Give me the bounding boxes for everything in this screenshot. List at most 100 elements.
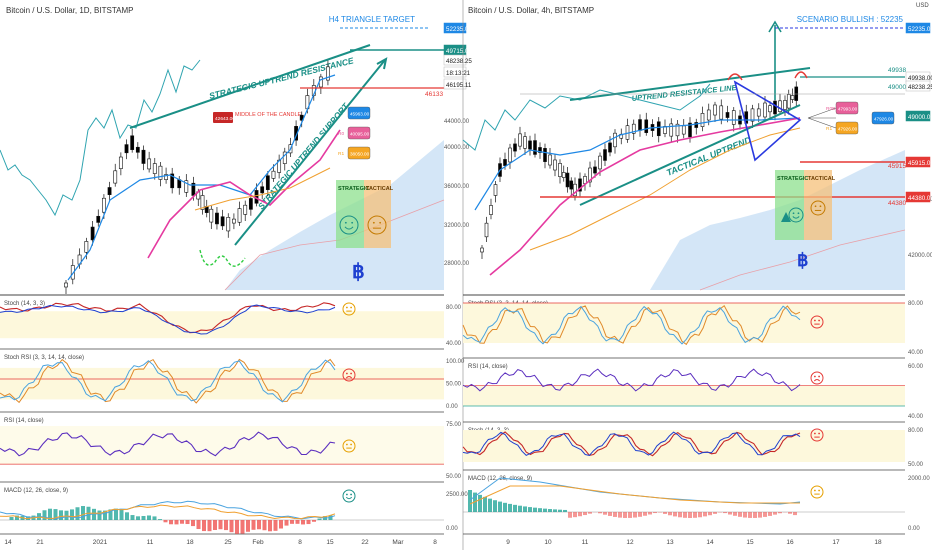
right-candle (561, 172, 566, 178)
right-candle (783, 100, 787, 110)
left-pivot-2-value: 38050.00 (350, 152, 370, 157)
left-date-label: 8 (298, 539, 302, 546)
left-macd-bar (174, 520, 179, 525)
right-candle (480, 247, 484, 253)
right-macd-bar (663, 512, 667, 514)
left-candle (215, 212, 219, 225)
left-pivot-0-value: 45963.00 (350, 112, 370, 117)
left-macd-bar (75, 507, 80, 520)
right-resistance-label: UPTREND RESISTANCE LINE (631, 83, 738, 103)
left-price-tag-4-text: 46195.11 (446, 82, 472, 89)
right-candle (756, 108, 761, 117)
right-macd-bar (483, 496, 487, 512)
right-pivot-2-box (835, 121, 859, 135)
right-candle (713, 104, 717, 116)
right-date-label: 15 (746, 539, 754, 546)
left-panel-band (0, 367, 444, 400)
left-macd-bar (240, 520, 245, 534)
left-date-label: Mar (392, 539, 404, 546)
left-macd-bar (158, 519, 162, 520)
left-macd-smiley-eye-right (350, 493, 352, 496)
right-stoch-smiley-face (810, 428, 824, 442)
left-tactical-text: TACTICAL (366, 186, 394, 192)
right-price-tag-3-bg (905, 110, 931, 122)
right-date-label: 14 (706, 539, 714, 546)
left-date-label: 15 (326, 539, 334, 546)
left-macd-bar (59, 510, 63, 520)
right-candle (656, 121, 661, 137)
right-rsi-smiley-eye-right (818, 375, 820, 378)
left-macd-bar (257, 520, 261, 530)
right-price-tag-4-text: 45915.00 (908, 160, 932, 167)
right-candle (694, 122, 699, 128)
left-candle (282, 151, 287, 164)
right-candle (706, 109, 711, 121)
right-macd-bar (793, 512, 797, 516)
right-title: Bitcoin / U.S. Dollar, 4h, BITSTAMP (468, 6, 594, 15)
right-strategic-box (775, 170, 804, 240)
right-pivot-2-label: R1 (826, 126, 832, 132)
left-macd-bar (251, 520, 256, 530)
left-pivot-0-box (347, 106, 371, 120)
right-macd-smiley-eye-right (818, 489, 820, 492)
right-rsi-smiley-mouth (813, 379, 821, 382)
right-candle (548, 154, 552, 166)
right-candle (503, 159, 507, 166)
right-candle (688, 122, 692, 138)
right-tactical-smiley-face (810, 200, 826, 216)
right-date-label: 9 (506, 539, 510, 546)
right-macd-bar (478, 494, 482, 512)
right-pivot-0-label: R0B (826, 106, 835, 112)
right-candle (553, 159, 557, 171)
right-candle (528, 140, 532, 150)
right-level-label: 49938 (888, 67, 906, 74)
right-candle (518, 133, 522, 147)
right-macd-bar (773, 512, 777, 515)
right-panel-tick: 80.00 (908, 301, 924, 307)
right-macd-bar (503, 502, 507, 512)
right-candle (603, 149, 607, 161)
right-candle (593, 166, 597, 174)
right-macd-bar (558, 509, 562, 512)
left-candle (90, 226, 95, 241)
left-panel-tick: 0.00 (446, 526, 458, 532)
right-macd-signal (469, 485, 800, 505)
right-candle (508, 147, 512, 163)
left-tactical-smiley-eye-left (372, 221, 375, 224)
left-candle (96, 215, 101, 223)
right-macd-bar (683, 512, 687, 518)
left-candle (170, 173, 175, 189)
left-strategic-smiley-mouth (344, 226, 354, 230)
left-macd-bar (97, 510, 102, 520)
left-macd-bar (130, 515, 135, 520)
left-macd-bar (273, 520, 278, 531)
left-macd-bar (328, 515, 333, 520)
right-macd-bar (708, 512, 712, 516)
right-candle (768, 105, 772, 113)
right-candle (558, 163, 562, 177)
right-candle (719, 105, 724, 120)
left-macd-bar (284, 520, 289, 526)
right-date-label: 13 (666, 539, 674, 546)
left-macd-bar (235, 520, 239, 534)
right-candle (493, 184, 498, 196)
left-price-tag-0-text: 52235.00 (446, 26, 472, 33)
left-date-label: 25 (224, 539, 232, 546)
right-candle (631, 123, 636, 134)
right-macd-bar (498, 501, 502, 512)
left-macd-smiley-eye-left (346, 493, 348, 496)
left-stochrsi-smiley-mouth (345, 376, 353, 379)
left-macd-bar (262, 520, 267, 531)
right-price-tag-5-bg (905, 191, 931, 203)
left-macd-bar (224, 520, 228, 531)
left-stoch-smiley-face (342, 302, 356, 316)
left-pivot-2-box (347, 146, 371, 160)
right-date-label: 12 (626, 539, 634, 546)
left-chart: Bitcoin / U.S. Dollar, 1D, BITSTAMP H4 T… (0, 6, 473, 546)
left-stochrsi-smiley-eye-right (350, 372, 352, 375)
left-strategic-smiley-eye-left (344, 221, 347, 224)
right-strategic-smiley-eye-right (797, 212, 800, 215)
left-panel-tick: 0.00 (446, 404, 458, 410)
right-stochrsi-smiley-eye-left (814, 319, 816, 322)
